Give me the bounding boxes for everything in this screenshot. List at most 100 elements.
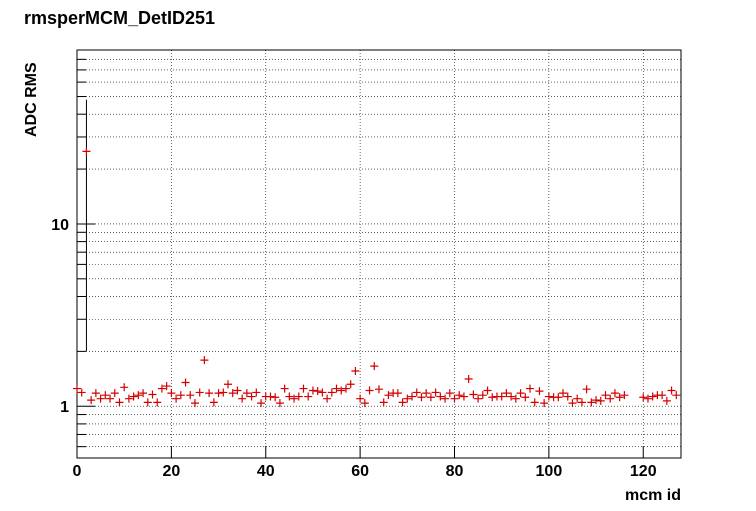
point xyxy=(294,392,303,401)
point xyxy=(101,391,110,400)
point xyxy=(601,391,610,400)
point xyxy=(384,391,393,400)
point xyxy=(148,390,157,399)
point xyxy=(172,394,181,403)
point xyxy=(511,394,520,403)
point xyxy=(459,392,468,401)
point xyxy=(422,389,431,398)
point xyxy=(639,393,648,402)
point xyxy=(313,387,322,396)
point xyxy=(285,392,294,401)
point xyxy=(521,393,530,402)
chart-title: rmsperMCM_DetID251 xyxy=(24,8,215,28)
point xyxy=(398,398,407,407)
point xyxy=(153,398,162,407)
point xyxy=(341,384,350,393)
point xyxy=(337,386,346,395)
point xyxy=(408,392,417,401)
point xyxy=(219,388,228,397)
point xyxy=(195,388,204,397)
point xyxy=(507,392,516,401)
point xyxy=(596,396,605,405)
x-tick-label: 20 xyxy=(162,463,180,480)
point xyxy=(190,399,199,408)
x-axis-label: mcm id xyxy=(625,487,681,504)
point xyxy=(658,391,667,400)
point xyxy=(266,392,275,401)
x-tick-label: 120 xyxy=(630,463,657,480)
point xyxy=(91,389,100,398)
point xyxy=(304,392,313,401)
point xyxy=(290,394,299,403)
point xyxy=(662,396,671,405)
point xyxy=(540,399,549,408)
point xyxy=(554,393,563,402)
point xyxy=(577,398,586,407)
point xyxy=(356,394,365,403)
point xyxy=(200,356,209,365)
point xyxy=(568,399,577,408)
point xyxy=(181,378,190,387)
point xyxy=(106,394,115,403)
point xyxy=(544,392,553,401)
point xyxy=(129,392,138,401)
point xyxy=(431,388,440,397)
x-tick-label: 40 xyxy=(257,463,275,480)
point xyxy=(606,394,615,403)
point xyxy=(228,389,237,398)
point xyxy=(186,391,195,400)
point xyxy=(667,386,676,395)
point xyxy=(77,388,86,397)
point xyxy=(214,389,223,398)
point xyxy=(417,393,426,402)
point xyxy=(275,399,284,408)
point xyxy=(455,391,464,400)
point xyxy=(365,386,374,395)
point xyxy=(502,389,511,398)
point xyxy=(242,389,251,398)
point xyxy=(82,147,91,156)
point xyxy=(393,389,402,398)
y-tick-label: 1 xyxy=(60,399,69,416)
point xyxy=(360,399,369,408)
point xyxy=(252,388,261,397)
point xyxy=(478,391,487,400)
point xyxy=(162,382,171,391)
point xyxy=(587,398,596,407)
point xyxy=(327,388,336,397)
point xyxy=(483,386,492,395)
point xyxy=(535,387,544,396)
point xyxy=(115,398,124,407)
point xyxy=(643,394,652,403)
y-tick-label: 10 xyxy=(51,217,69,234)
point xyxy=(323,394,332,403)
point xyxy=(280,384,289,393)
point xyxy=(73,384,81,393)
point xyxy=(582,385,591,394)
point xyxy=(257,399,266,408)
point xyxy=(412,388,421,397)
point xyxy=(143,398,152,407)
point xyxy=(209,398,218,407)
point xyxy=(445,389,454,398)
point xyxy=(370,362,379,371)
point xyxy=(224,380,232,389)
point xyxy=(530,398,539,407)
point xyxy=(167,389,176,398)
x-tick-label: 0 xyxy=(73,463,82,480)
point xyxy=(615,393,624,402)
point xyxy=(516,389,525,398)
point xyxy=(176,391,185,400)
point xyxy=(346,380,355,389)
point xyxy=(157,384,166,393)
point xyxy=(271,393,280,402)
point xyxy=(436,392,445,401)
point xyxy=(559,389,568,398)
point xyxy=(96,394,105,403)
point xyxy=(375,385,383,394)
point xyxy=(488,393,497,402)
point xyxy=(450,394,459,403)
point xyxy=(299,384,308,393)
